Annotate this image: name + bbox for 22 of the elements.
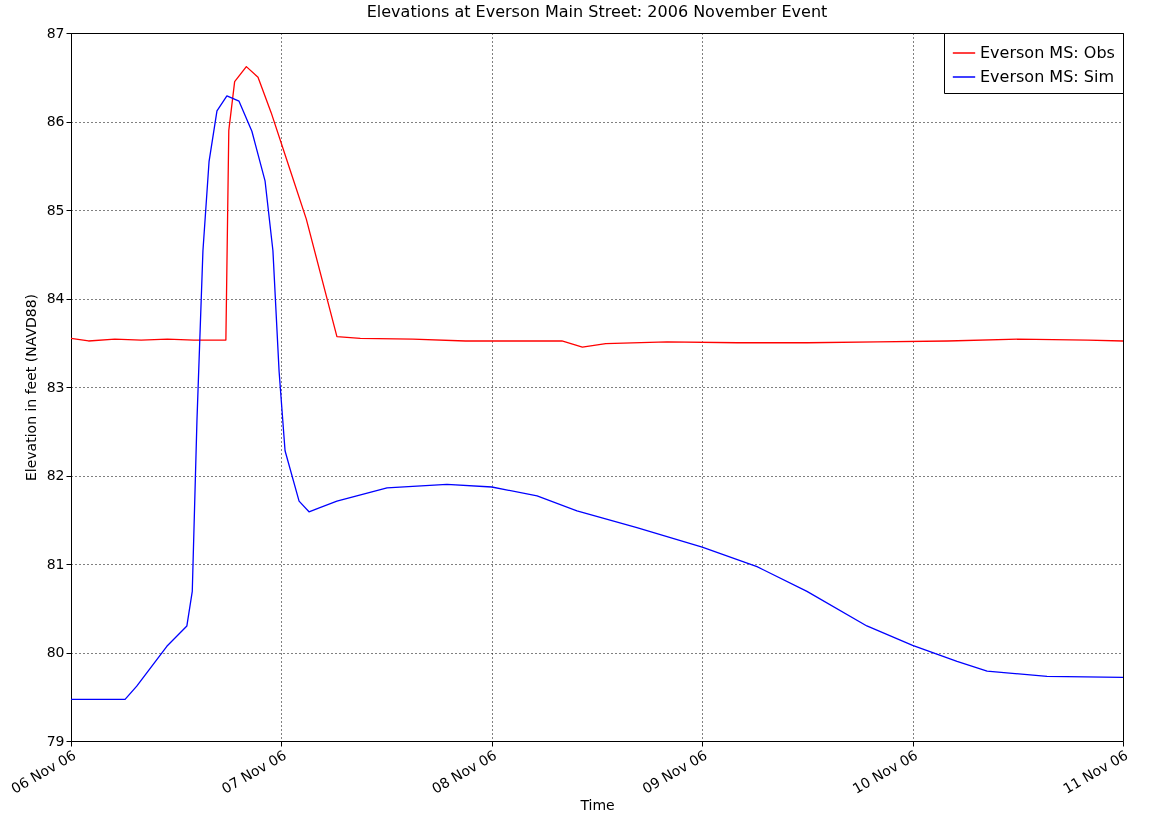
x-tick-label: 06 Nov 06 — [8, 746, 79, 797]
y-tick-label: 80 — [46, 644, 65, 660]
x-axis-title: Time — [579, 796, 615, 813]
x-tick-label: 07 Nov 06 — [218, 746, 289, 797]
x-tick-label: 10 Nov 06 — [849, 746, 921, 797]
chart-title: Elevations at Everson Main Street: 2006 November Event — [366, 2, 828, 21]
y-tick-label: 84 — [46, 290, 65, 306]
line-series — [71, 65, 1123, 348]
y-tick-label: 83 — [46, 378, 65, 395]
legend-label: Everson MS: Obs — [980, 43, 1115, 62]
y-axis-title: Elevation in feet (NAVD88) — [22, 293, 39, 482]
y-tick-label: 82 — [46, 467, 65, 483]
x-tick-label: 08 Nov 06 — [429, 746, 500, 797]
x-tick-label: 09 Nov 06 — [639, 746, 710, 797]
y-tick-label: 79 — [46, 732, 65, 749]
y-tick-label: 81 — [46, 555, 65, 572]
y-tick-label: 86 — [46, 113, 65, 129]
y-tick-label: 85 — [46, 201, 65, 218]
legend-label: Everson MS: Sim — [980, 67, 1114, 86]
line-series — [71, 95, 1123, 701]
x-tick-label: 11 Nov 06 — [1060, 746, 1131, 797]
y-tick-label: 87 — [46, 24, 65, 41]
